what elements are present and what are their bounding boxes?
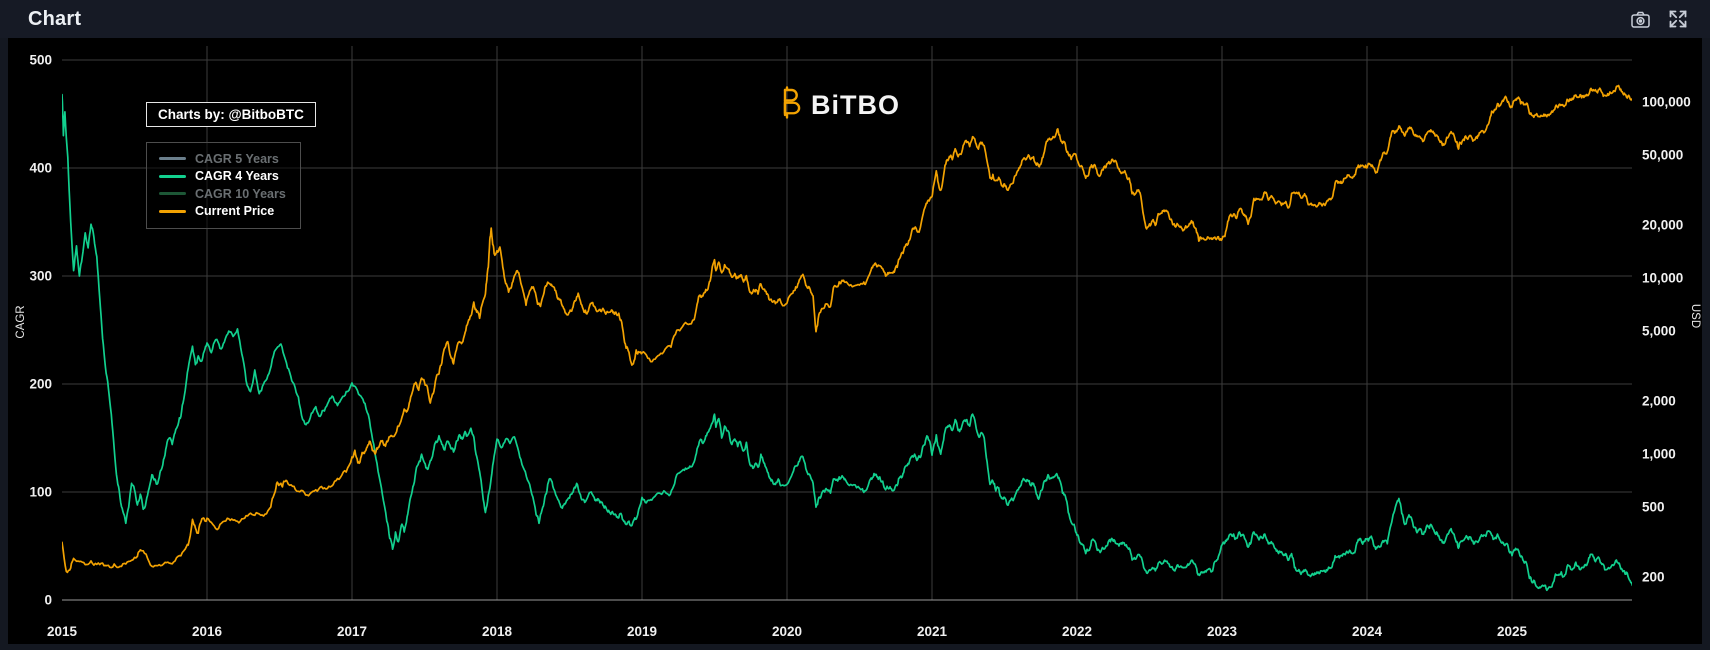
fullscreen-icon[interactable] bbox=[1668, 9, 1688, 29]
legend-swatch bbox=[159, 192, 186, 196]
legend-label: CAGR 4 Years bbox=[195, 169, 279, 184]
legend: CAGR 5 Years CAGR 4 Years CAGR 10 Years Cur… bbox=[146, 142, 301, 229]
legend-swatch bbox=[159, 209, 186, 213]
svg-text:500: 500 bbox=[29, 53, 52, 68]
svg-text:2025: 2025 bbox=[1497, 624, 1528, 639]
svg-text:5,000: 5,000 bbox=[1642, 323, 1676, 338]
svg-text:500: 500 bbox=[1642, 499, 1665, 514]
svg-text:200: 200 bbox=[29, 377, 52, 392]
svg-text:2015: 2015 bbox=[47, 624, 78, 639]
series-cagr-4-years bbox=[62, 93, 1632, 592]
svg-text:20,000: 20,000 bbox=[1642, 218, 1683, 233]
plot-area[interactable]: 0 100 200 300 400 500 200 500 1,000 2,000 5,000 10,… bbox=[8, 38, 1702, 644]
legend-label: CAGR 5 Years bbox=[195, 151, 279, 166]
legend-item-current-price[interactable]: Current Price bbox=[159, 203, 286, 221]
series-current-price bbox=[62, 84, 1632, 574]
title-bar: Chart bbox=[0, 0, 1710, 38]
legend-swatch bbox=[159, 157, 186, 161]
legend-label: CAGR 10 Years bbox=[195, 186, 286, 201]
legend-label: Current Price bbox=[195, 204, 275, 219]
svg-text:2016: 2016 bbox=[192, 624, 223, 639]
svg-text:2021: 2021 bbox=[917, 624, 948, 639]
svg-text:1,000: 1,000 bbox=[1642, 447, 1676, 462]
svg-text:10,000: 10,000 bbox=[1642, 271, 1683, 286]
bitbo-logo: BiTBO bbox=[778, 86, 900, 124]
page-title: Chart bbox=[28, 7, 82, 30]
legend-item-cagr-5-years[interactable]: CAGR 5 Years bbox=[159, 150, 286, 168]
left-axis-title: CAGR bbox=[15, 305, 27, 338]
legend-item-cagr-4-years[interactable]: CAGR 4 Years bbox=[159, 168, 286, 186]
svg-text:2022: 2022 bbox=[1062, 624, 1092, 639]
svg-text:0: 0 bbox=[44, 593, 52, 608]
chart-panel: 0 100 200 300 400 500 200 500 1,000 2,000 5,000 10,… bbox=[8, 38, 1702, 644]
svg-text:2020: 2020 bbox=[772, 624, 802, 639]
svg-text:2019: 2019 bbox=[627, 624, 657, 639]
bitbo-logo-text: BiTBO bbox=[811, 89, 900, 120]
credit-text: Charts by: @BitboBTC bbox=[158, 107, 304, 122]
svg-text:2024: 2024 bbox=[1352, 624, 1383, 639]
svg-text:2023: 2023 bbox=[1207, 624, 1238, 639]
svg-text:2,000: 2,000 bbox=[1642, 394, 1676, 409]
svg-text:2018: 2018 bbox=[482, 624, 513, 639]
legend-item-cagr-10-years[interactable]: CAGR 10 Years bbox=[159, 185, 286, 203]
titlebar-tools bbox=[1630, 0, 1688, 38]
svg-text:100,000: 100,000 bbox=[1642, 95, 1691, 110]
legend-swatch bbox=[159, 174, 186, 178]
svg-text:400: 400 bbox=[29, 161, 52, 176]
bitbo-logo-icon bbox=[778, 86, 802, 124]
svg-text:200: 200 bbox=[1642, 570, 1665, 585]
svg-text:300: 300 bbox=[29, 269, 52, 284]
svg-text:100: 100 bbox=[29, 485, 52, 500]
right-axis-title: USD bbox=[1689, 304, 1701, 328]
credit-badge: Charts by: @BitboBTC bbox=[146, 102, 316, 127]
svg-text:2017: 2017 bbox=[337, 624, 367, 639]
camera-icon[interactable] bbox=[1630, 9, 1650, 29]
svg-text:50,000: 50,000 bbox=[1642, 147, 1683, 162]
